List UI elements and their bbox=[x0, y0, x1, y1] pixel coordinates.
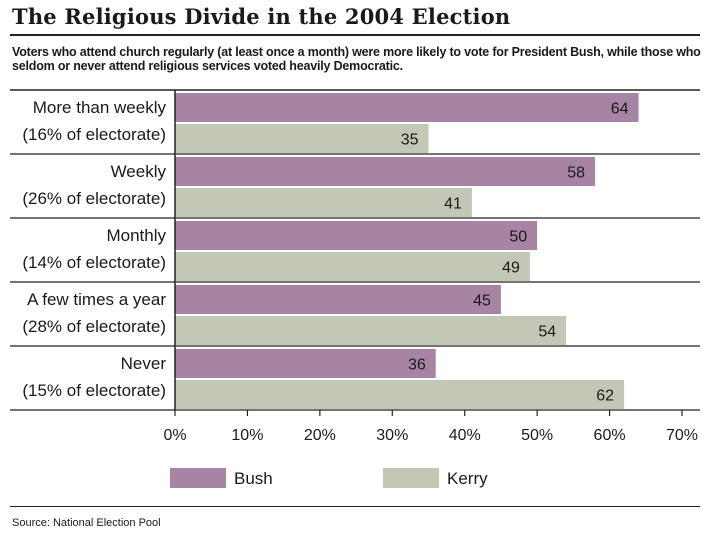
legend-label-kerry: Kerry bbox=[447, 469, 488, 488]
data-label: 58 bbox=[567, 165, 585, 182]
data-label: 36 bbox=[408, 357, 426, 374]
category-share-label: (14% of electorate) bbox=[22, 253, 166, 272]
x-tick-label: 70% bbox=[666, 427, 698, 444]
category-label: More than weekly bbox=[33, 98, 167, 117]
data-label: 64 bbox=[611, 101, 629, 118]
x-tick-label: 30% bbox=[376, 427, 408, 444]
x-tick-label: 50% bbox=[521, 427, 553, 444]
x-tick-label: 40% bbox=[449, 427, 481, 444]
data-label: 45 bbox=[473, 293, 491, 310]
category-share-label: (15% of electorate) bbox=[22, 381, 166, 400]
category-share-label: (16% of electorate) bbox=[22, 125, 166, 144]
category-label: Weekly bbox=[111, 162, 167, 181]
bar-kerry bbox=[175, 252, 530, 281]
data-label: 49 bbox=[502, 260, 520, 277]
bar-kerry bbox=[175, 380, 625, 409]
chart-title: The Religious Divide in the 2004 Electio… bbox=[12, 4, 511, 29]
x-tick-label: 20% bbox=[304, 427, 336, 444]
category-share-label: (26% of electorate) bbox=[22, 189, 166, 208]
x-tick-label: 10% bbox=[231, 427, 263, 444]
data-label: 35 bbox=[401, 132, 419, 149]
category-label: Never bbox=[121, 354, 167, 373]
legend-label-bush: Bush bbox=[234, 469, 273, 488]
data-label: 41 bbox=[444, 196, 462, 213]
title-rule bbox=[10, 34, 700, 36]
data-label: 62 bbox=[596, 388, 614, 405]
source-note: Source: National Election Pool bbox=[12, 517, 161, 529]
data-label: 50 bbox=[509, 229, 527, 246]
bar-kerry bbox=[175, 188, 472, 217]
x-tick-label: 0% bbox=[163, 427, 186, 444]
source-rule bbox=[10, 506, 700, 507]
bar-kerry bbox=[175, 124, 429, 153]
category-share-label: (28% of electorate) bbox=[22, 317, 166, 336]
bar-bush bbox=[175, 349, 436, 378]
bar-kerry bbox=[175, 316, 567, 345]
bar-bush bbox=[175, 285, 501, 314]
category-label: A few times a year bbox=[27, 290, 166, 309]
bar-bush bbox=[175, 93, 639, 122]
chart-subtitle: Voters who attend church regularly (at l… bbox=[12, 45, 701, 73]
data-label: 54 bbox=[538, 324, 556, 341]
x-tick-label: 60% bbox=[594, 427, 626, 444]
bar-bush bbox=[175, 157, 596, 186]
legend-swatch-bush bbox=[170, 468, 226, 488]
bar-bush bbox=[175, 221, 538, 250]
legend-swatch-kerry bbox=[383, 468, 439, 488]
category-label: Monthly bbox=[106, 226, 166, 245]
